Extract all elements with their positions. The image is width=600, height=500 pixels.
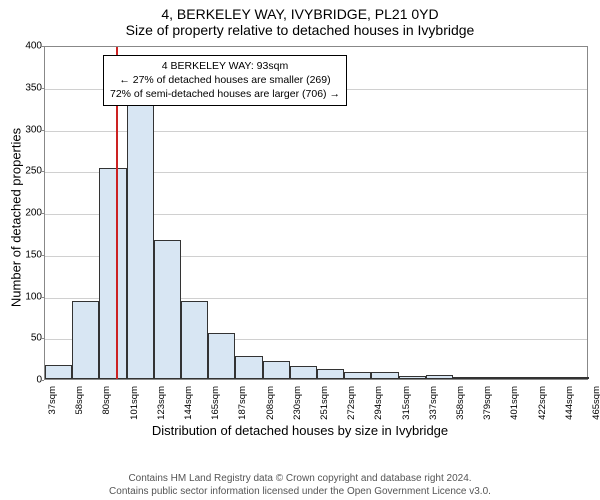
histogram-bar [181,301,208,379]
legal-line-1: Contains HM Land Registry data © Crown c… [128,473,471,484]
histogram-bar [99,168,126,379]
histogram-bar [426,375,453,379]
histogram-bar [154,240,181,379]
y-tick-label: 100 [22,291,42,302]
histogram-bar [127,97,154,379]
histogram-bar [371,372,398,379]
histogram-bar [263,361,290,379]
page-title-address: 4, BERKELEY WAY, IVYBRIDGE, PL21 0YD [0,0,600,22]
plot-area: 4 BERKELEY WAY: 93sqm← 27% of detached h… [44,46,588,380]
y-tick-label: 400 [22,41,42,52]
histogram-bar [208,333,235,379]
histogram-bar [480,377,507,380]
chart-container: Number of detached properties 0501001502… [0,40,600,440]
histogram-bar [453,377,480,380]
histogram-bar [562,377,589,379]
y-tick-label: 250 [22,166,42,177]
legal-footer: Contains HM Land Registry data © Crown c… [0,472,600,498]
histogram-bar [535,377,562,379]
annotation-box: 4 BERKELEY WAY: 93sqm← 27% of detached h… [103,55,347,106]
y-tick-label: 300 [22,124,42,135]
annotation-line-2: ← 27% of detached houses are smaller (26… [110,73,340,87]
y-tick-label: 350 [22,82,42,93]
histogram-bar [235,356,262,379]
annotation-line-1: 4 BERKELEY WAY: 93sqm [110,59,340,73]
histogram-bar [399,376,426,379]
histogram-bar [344,372,371,379]
legal-line-2: Contains public sector information licen… [109,486,491,497]
y-tick-mark [40,380,44,381]
x-axis-label: Distribution of detached houses by size … [0,423,600,438]
histogram-bar [290,366,317,379]
page-title-subtitle: Size of property relative to detached ho… [0,22,600,42]
histogram-bar [507,377,534,379]
y-tick-label: 150 [22,249,42,260]
histogram-bar [72,301,99,379]
histogram-bar [45,365,72,379]
y-tick-label: 0 [22,375,42,386]
histogram-bar [317,369,344,379]
annotation-line-3: 72% of semi-detached houses are larger (… [110,87,340,101]
y-tick-label: 200 [22,208,42,219]
y-tick-label: 50 [22,333,42,344]
